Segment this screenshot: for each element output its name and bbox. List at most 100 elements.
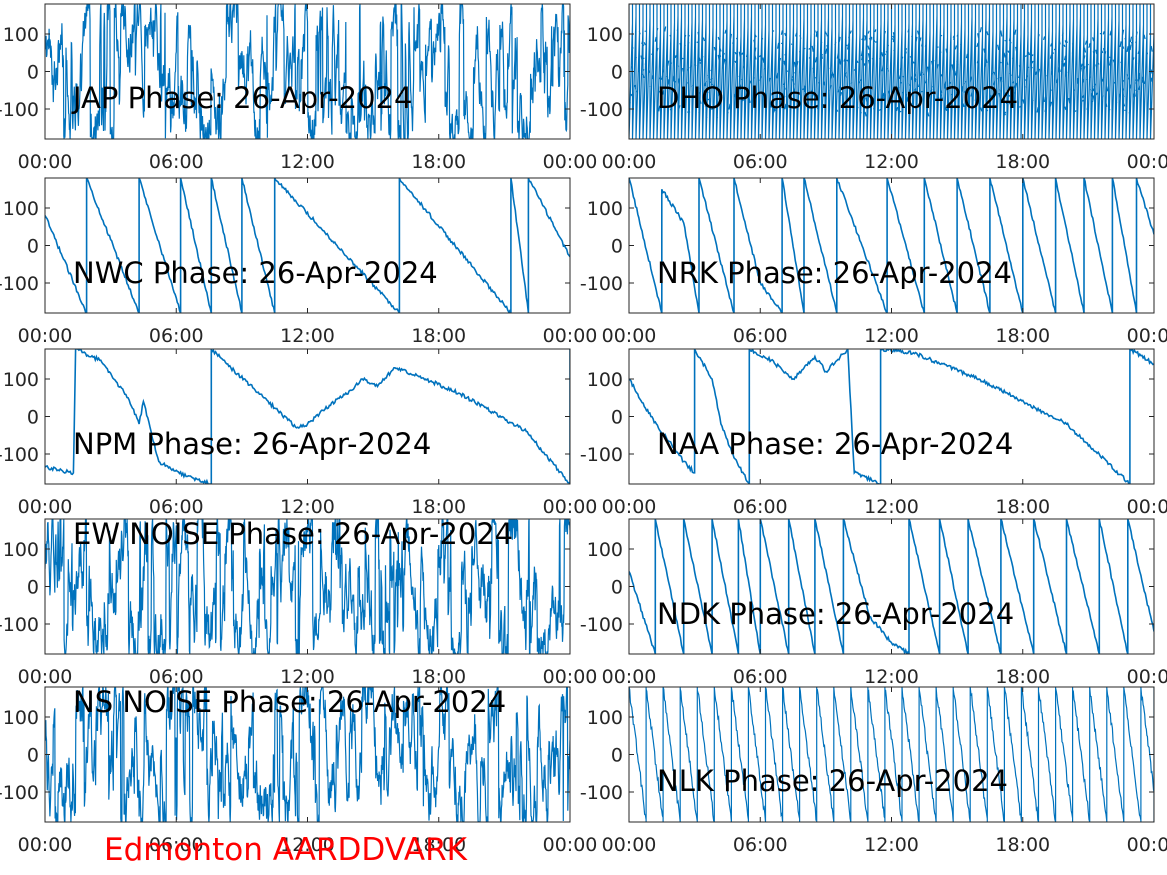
xtick-label: 00:00 <box>1127 834 1167 856</box>
xtick-label: 00:00 <box>543 496 598 518</box>
xtick-label: 06:00 <box>149 834 204 856</box>
xtick-label: 12:00 <box>864 496 919 518</box>
series-line-7 <box>629 519 1154 654</box>
xtick-label: 00:00 <box>1127 666 1167 688</box>
ytick-label: 100 <box>587 198 623 220</box>
ytick-label: 0 <box>611 62 623 84</box>
panel-3: 100 0 -100 00:00 06:00 12:00 18:00 00:00 NRK Pha… <box>580 177 1167 347</box>
xtick-label: 18:00 <box>995 496 1050 518</box>
xtick-label: 12:00 <box>280 834 335 856</box>
ytick-label: 100 <box>3 24 39 46</box>
panel-8: 100 0 -100 00:00 06:00 12:00 18:00 00:00 NS NOIS… <box>0 685 597 856</box>
axes-box-4 <box>44 348 571 485</box>
xtick-label: 18:00 <box>411 666 466 688</box>
panel-7: 100 0 -100 00:00 06:00 12:00 18:00 00:00 NDK Pha… <box>580 518 1167 688</box>
xtick-label: 12:00 <box>864 834 919 856</box>
panel-title-0: JAP Phase: 26-Apr-2024 <box>71 81 412 115</box>
panel-1: 100 0 -100 00:00 06:00 12:00 18:00 00:00 DHO Pha… <box>580 3 1167 173</box>
xtick-label: 12:00 <box>280 666 335 688</box>
xtick-label: 06:00 <box>733 666 788 688</box>
ytick-label: 100 <box>587 369 623 391</box>
ytick-label: -100 <box>580 614 623 636</box>
ytick-label: 0 <box>27 62 39 84</box>
xtick-label: 12:00 <box>280 151 335 173</box>
ytick-label: 0 <box>27 745 39 767</box>
xtick-label: 00:00 <box>602 666 657 688</box>
panel-title-4: NPM Phase: 26-Apr-2024 <box>73 427 431 461</box>
xtick-label: 18:00 <box>411 151 466 173</box>
xtick-label: 18:00 <box>995 834 1050 856</box>
panel-title-8: NS NOISE Phase: 26-Apr-2024 <box>73 685 506 719</box>
series-line-0 <box>45 4 570 139</box>
panel-title-3: NRK Phase: 26-Apr-2024 <box>657 256 1012 290</box>
panel-5: 100 0 -100 00:00 06:00 12:00 18:00 00:00 NAA Pha… <box>580 348 1167 518</box>
ytick-label: -100 <box>580 444 623 466</box>
panel-0: 100 0 -100 00:00 06:00 12:00 18:00 00:00 JAP Pha… <box>0 3 597 173</box>
panel-6: 100 0 -100 00:00 06:00 12:00 18:00 00:00 EW NOIS… <box>0 517 597 688</box>
panel-title-7: NDK Phase: 26-Apr-2024 <box>657 597 1014 631</box>
series-line-9 <box>629 687 1154 822</box>
panel-title-6: EW NOISE Phase: 26-Apr-2024 <box>73 517 513 551</box>
panel-4: 100 0 -100 00:00 06:00 12:00 18:00 00:00 NPM Pha… <box>0 348 598 518</box>
ytick-label: 0 <box>27 577 39 599</box>
xtick-label: 00:00 <box>543 834 598 856</box>
xtick-label: 12:00 <box>280 325 335 347</box>
xtick-label: 18:00 <box>995 666 1050 688</box>
xtick-label: 06:00 <box>733 325 788 347</box>
panel-title-9: NLK Phase: 26-Apr-2024 <box>657 764 1008 798</box>
xtick-label: 18:00 <box>995 325 1050 347</box>
station-label: Edmonton AARDDVARK <box>104 832 468 868</box>
xtick-label: 00:00 <box>18 151 73 173</box>
ytick-label: 0 <box>27 236 39 258</box>
xtick-label: 18:00 <box>411 834 466 856</box>
ytick-label: -100 <box>0 99 39 121</box>
panel-2: 100 0 -100 00:00 06:00 12:00 18:00 00:00 NWC Pha… <box>0 177 598 347</box>
ytick-label: 100 <box>587 539 623 561</box>
xtick-label: 00:00 <box>1127 325 1167 347</box>
panel-title-1: DHO Phase: 26-Apr-2024 <box>657 81 1018 115</box>
ytick-label: 100 <box>3 539 39 561</box>
xtick-label: 00:00 <box>18 325 73 347</box>
xtick-label: 00:00 <box>543 325 598 347</box>
ytick-label: -100 <box>0 614 39 636</box>
xtick-label: 00:00 <box>543 666 598 688</box>
ytick-label: 100 <box>3 198 39 220</box>
xtick-label: 06:00 <box>733 151 788 173</box>
xtick-label: 00:00 <box>1127 151 1167 173</box>
ytick-label: 100 <box>3 707 39 729</box>
xtick-label: 06:00 <box>149 151 204 173</box>
xtick-label: 06:00 <box>149 496 204 518</box>
series-line-5 <box>629 349 1154 484</box>
axes-box-2 <box>44 177 571 314</box>
xtick-label: 18:00 <box>411 325 466 347</box>
ytick-label: 100 <box>587 24 623 46</box>
ytick-label: 0 <box>611 745 623 767</box>
ytick-label: 100 <box>587 707 623 729</box>
axes-box-3 <box>628 177 1155 314</box>
xtick-label: 06:00 <box>149 666 204 688</box>
xtick-label: 00:00 <box>602 151 657 173</box>
panel-title-2: NWC Phase: 26-Apr-2024 <box>73 256 438 290</box>
xtick-label: 00:00 <box>602 496 657 518</box>
ytick-label: -100 <box>0 444 39 466</box>
xtick-label: 18:00 <box>411 496 466 518</box>
ytick-label: -100 <box>580 273 623 295</box>
xtick-label: 00:00 <box>18 834 73 856</box>
xtick-label: 06:00 <box>149 325 204 347</box>
series-line-8 <box>45 687 570 822</box>
series-line-6 <box>45 519 570 654</box>
ytick-label: 0 <box>611 407 623 429</box>
ytick-label: -100 <box>0 273 39 295</box>
ytick-label: -100 <box>0 782 39 804</box>
ytick-label: 100 <box>3 369 39 391</box>
ytick-label: 0 <box>611 236 623 258</box>
xtick-label: 18:00 <box>995 151 1050 173</box>
xtick-label: 12:00 <box>864 666 919 688</box>
xtick-label: 00:00 <box>602 834 657 856</box>
ytick-label: -100 <box>580 782 623 804</box>
panel-9: 100 0 -100 00:00 06:00 12:00 18:00 00:00 NLK Pha… <box>580 686 1167 856</box>
xtick-label: 12:00 <box>864 151 919 173</box>
series-line-1 <box>629 4 1154 139</box>
xtick-label: 12:00 <box>280 496 335 518</box>
